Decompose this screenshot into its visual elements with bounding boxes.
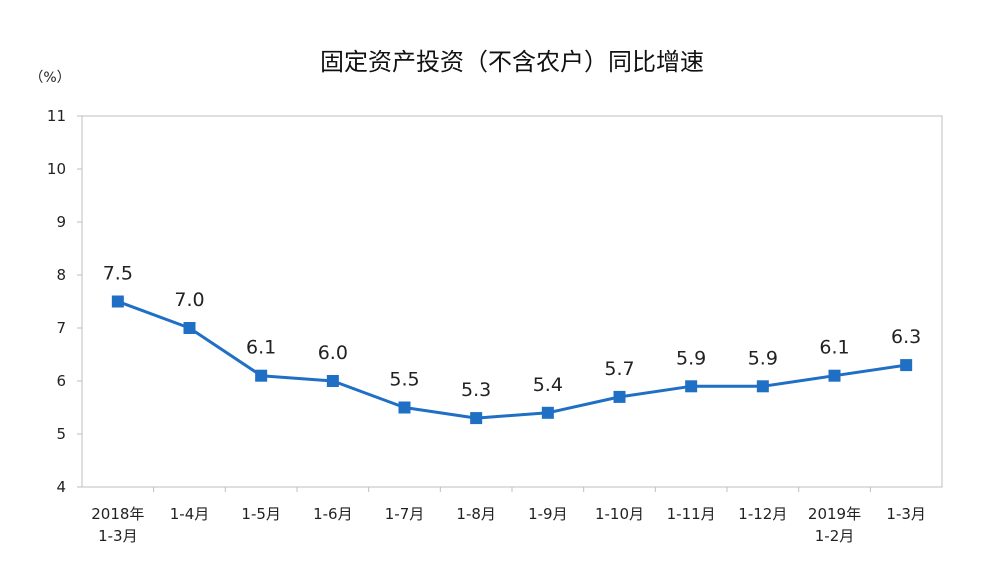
data-label: 5.5	[389, 369, 419, 391]
plot-area-frame	[81, 115, 943, 488]
y-tick-label: 11	[47, 107, 66, 125]
data-point-marker	[183, 322, 196, 334]
data-label: 5.9	[748, 347, 778, 369]
data-point-marker	[613, 390, 626, 403]
chart-title: 固定资产投资（不含农户）同比增速	[320, 48, 704, 76]
y-tick-label: 6	[56, 372, 66, 390]
x-tick-label: 1-9月	[528, 505, 568, 523]
x-tick-label: 1-8月	[456, 505, 496, 523]
y-tick-label: 4	[56, 478, 66, 496]
data-point-marker	[111, 295, 124, 308]
series-layer: 7.5 7.0 6.1 6.0 5.5 5.3 5.4 5.7 5.9 5.9 6.1 6.3	[103, 263, 921, 425]
y-tick-label: 5	[56, 425, 66, 443]
y-tick-label: 10	[47, 160, 66, 178]
data-point-marker	[326, 375, 339, 387]
x-tick-label: 2019年 1-2月	[808, 505, 861, 545]
y-tick-label: 8	[56, 266, 66, 284]
data-label: 6.1	[246, 337, 276, 359]
x-tick-label: 1-3月	[886, 505, 926, 523]
x-tick-label: 1-10月	[595, 505, 644, 523]
x-tick-label: 1-5月	[241, 505, 281, 523]
data-label: 6.1	[819, 337, 849, 359]
x-axis: 2018年 1-3月 1-4月 1-5月 1-6月 1-7月 1-8月 1-9月 1-10月 1-…	[91, 487, 926, 545]
data-point-marker	[470, 412, 483, 425]
data-label: 5.4	[533, 374, 563, 396]
data-point-marker	[756, 380, 769, 393]
x-tick-label: 1-4月	[170, 505, 210, 523]
data-point-marker	[828, 369, 841, 382]
x-tick-label: 1-7月	[385, 505, 425, 523]
y-axis: 4 5 6 7 8 9 10 11	[47, 107, 82, 496]
data-point-marker	[541, 406, 554, 419]
data-label: 7.5	[103, 263, 133, 285]
x-tick-label: 1-11月	[667, 505, 716, 523]
y-unit-label: （%）	[29, 70, 70, 86]
data-label: 5.3	[461, 379, 491, 401]
x-tick-label: 1-6月	[313, 505, 353, 523]
data-label: 6.3	[891, 326, 921, 348]
data-label: 5.9	[676, 347, 706, 369]
data-label: 7.0	[174, 289, 204, 311]
data-label: 6.0	[318, 342, 348, 364]
x-tick-label: 1-12月	[738, 505, 787, 523]
data-point-marker	[900, 359, 913, 372]
series-line	[117, 300, 907, 420]
data-point-marker	[685, 380, 698, 393]
x-tick-label: 2018年 1-3月	[91, 505, 144, 545]
data-point-marker	[255, 369, 268, 382]
y-tick-label: 7	[56, 319, 66, 337]
data-label: 5.7	[604, 358, 634, 380]
data-point-marker	[398, 401, 411, 414]
y-tick-label: 9	[56, 213, 66, 231]
